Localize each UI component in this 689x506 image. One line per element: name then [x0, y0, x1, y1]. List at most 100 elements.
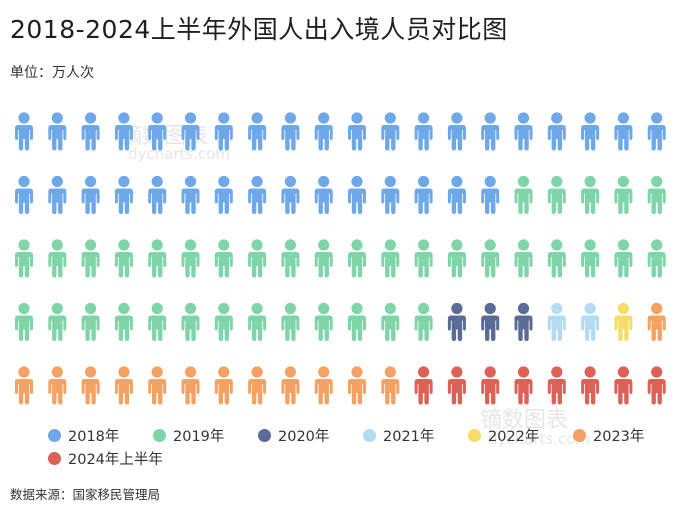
- person-icon: [481, 239, 500, 278]
- person-icon: [647, 112, 666, 151]
- person-icon: [281, 366, 300, 405]
- person-icon: [348, 366, 366, 405]
- legend-dot: [48, 452, 61, 465]
- person-icon: [181, 175, 200, 214]
- person-icon: [447, 239, 466, 278]
- person-icon: [514, 302, 533, 341]
- person-icon: [248, 366, 267, 405]
- person-icon: [348, 112, 366, 151]
- person-icon: [514, 175, 533, 214]
- person-icon: [647, 366, 666, 405]
- person-icon: [381, 175, 400, 214]
- person-icon: [481, 175, 500, 214]
- legend-item[interactable]: 2022年: [468, 425, 539, 446]
- person-icon: [281, 112, 300, 151]
- legend-dot: [363, 429, 376, 442]
- person-icon: [48, 366, 67, 405]
- legend-dot: [573, 429, 586, 442]
- person-icon: [48, 239, 67, 278]
- legend-item[interactable]: 2018年: [48, 425, 119, 446]
- person-icon: [314, 175, 333, 214]
- person-icon: [181, 366, 200, 405]
- person-icon: [614, 112, 633, 151]
- unit-label: 单位：万人次: [10, 65, 94, 81]
- person-icon: [348, 239, 366, 278]
- person-icon: [447, 175, 466, 214]
- person-icon: [381, 112, 400, 151]
- person-icon: [81, 175, 100, 214]
- person-icon: [647, 239, 666, 278]
- legend-label: 2020年: [278, 429, 330, 445]
- pictograph-chart: [15, 112, 666, 405]
- person-icon: [48, 175, 67, 214]
- person-icon: [581, 112, 600, 151]
- person-icon: [281, 175, 300, 214]
- person-icon: [81, 112, 100, 151]
- person-icon: [447, 112, 466, 151]
- chart-title: 2018-2024上半年外国人出入境人员对比图: [10, 15, 508, 44]
- person-icon: [181, 302, 200, 341]
- person-icon: [414, 239, 433, 278]
- person-icon: [547, 239, 566, 278]
- legend-dot: [48, 429, 61, 442]
- legend-item[interactable]: 2019年: [153, 425, 224, 446]
- person-icon: [81, 239, 100, 278]
- person-icon: [314, 239, 333, 278]
- person-icon: [148, 366, 167, 405]
- person-icon: [414, 302, 433, 341]
- person-icon: [15, 366, 33, 405]
- person-icon: [414, 366, 433, 405]
- legend-item[interactable]: 2021年: [363, 425, 434, 446]
- person-icon: [348, 302, 366, 341]
- legend-label: 2022年: [488, 429, 540, 445]
- legend-label: 2023年: [593, 429, 645, 445]
- person-icon: [248, 239, 267, 278]
- legend-dot: [258, 429, 271, 442]
- person-icon: [114, 239, 133, 278]
- person-icon: [148, 112, 167, 151]
- person-icon: [581, 366, 600, 405]
- person-icon: [514, 366, 533, 405]
- person-icon: [581, 239, 600, 278]
- person-icon: [547, 112, 566, 151]
- person-icon: [248, 112, 267, 151]
- person-icon: [48, 112, 67, 151]
- legend-label: 2019年: [173, 429, 225, 445]
- legend-item[interactable]: 2023年: [573, 425, 644, 446]
- legend-item[interactable]: 2024年上半年: [48, 448, 163, 469]
- person-icon: [15, 239, 33, 278]
- legend-dot: [153, 429, 166, 442]
- person-icon: [181, 112, 200, 151]
- legend-label: 2018年: [68, 429, 120, 445]
- person-icon: [547, 366, 566, 405]
- person-icon: [114, 366, 133, 405]
- person-icon: [15, 175, 33, 214]
- person-icon: [481, 112, 500, 151]
- person-icon: [281, 302, 300, 341]
- person-icon: [414, 175, 433, 214]
- legend-label: 2021年: [383, 429, 435, 445]
- legend-label: 2024年上半年: [68, 452, 163, 468]
- person-icon: [481, 366, 500, 405]
- person-icon: [581, 175, 600, 214]
- person-icon: [181, 239, 200, 278]
- person-icon: [647, 175, 666, 214]
- person-icon: [148, 239, 167, 278]
- person-icon: [248, 302, 267, 341]
- person-icon: [581, 302, 600, 341]
- person-icon: [547, 302, 566, 341]
- legend-dot: [468, 429, 481, 442]
- person-icon: [114, 175, 133, 214]
- person-icon: [547, 175, 566, 214]
- person-icon: [114, 302, 133, 341]
- person-icon: [381, 366, 400, 405]
- person-icon: [314, 302, 333, 341]
- person-icon: [281, 239, 300, 278]
- legend-item[interactable]: 2020年: [258, 425, 329, 446]
- person-icon: [447, 302, 466, 341]
- person-icon: [248, 175, 267, 214]
- person-icon: [348, 175, 366, 214]
- person-icon: [447, 366, 466, 405]
- person-icon: [614, 175, 633, 214]
- person-icon: [314, 112, 333, 151]
